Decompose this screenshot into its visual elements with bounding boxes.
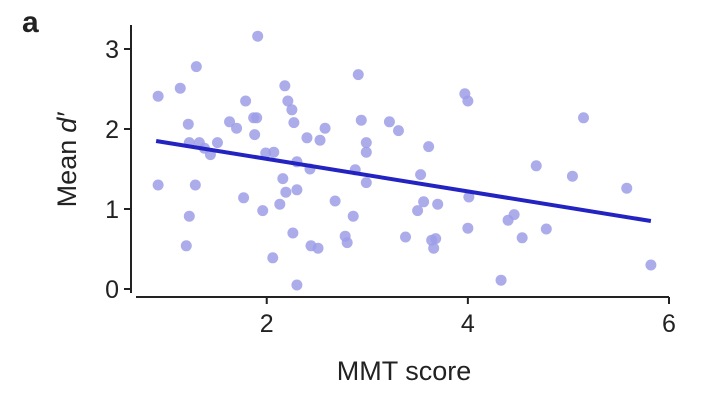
point [282,95,294,107]
point [412,205,424,217]
point [257,205,269,217]
y-tick-label: 0 [105,276,119,304]
point [287,227,299,239]
point [360,146,372,158]
point [463,191,475,203]
point [578,112,590,124]
point [392,125,404,137]
point [268,146,280,158]
y-tick-label: 1 [105,196,119,224]
point [180,240,192,252]
point [211,137,223,149]
point [319,122,331,134]
point [291,184,303,196]
point [360,137,372,149]
point [314,134,326,146]
panel-label: a [22,6,39,39]
point [251,112,263,124]
point [383,116,395,128]
y-axis-label: Mean d′ [52,112,82,208]
point [423,141,435,153]
point [415,169,427,181]
point [418,196,430,208]
point [231,122,243,134]
point [301,132,313,144]
point [238,192,250,204]
point [566,170,578,182]
point [462,222,474,234]
point [352,69,364,81]
point [360,177,372,189]
point [400,231,412,243]
point [183,210,195,222]
point [277,173,289,185]
point [260,147,272,159]
x-tick-label: 4 [461,310,475,338]
point [189,179,201,191]
point [267,252,279,264]
point [432,198,444,210]
y-tick-label: 2 [105,116,119,144]
point [508,209,520,221]
y-label-text: Mean [52,140,82,208]
point [428,242,440,254]
point [530,160,542,172]
y-tick-label: 3 [105,36,119,64]
x-tick-label: 2 [260,310,274,338]
point [291,279,303,291]
point [341,237,353,249]
point [224,116,236,128]
point [279,80,291,92]
point [274,198,286,210]
point [312,242,324,254]
point [430,233,442,245]
point [288,117,300,129]
point [286,104,298,116]
x-tick-label: 6 [662,310,676,338]
point [645,259,657,271]
point [462,95,474,107]
point [355,114,367,126]
x-axis-label: MMT score [337,356,472,386]
point [190,61,202,73]
point [182,118,194,130]
point [329,195,341,207]
point [621,182,633,194]
point [240,95,252,107]
point [280,186,292,198]
point [152,179,164,191]
point [540,223,552,235]
y-label-var: d′ [52,112,82,133]
point [347,210,359,222]
point [174,82,186,94]
point [516,232,528,244]
fit-line [155,139,652,223]
point [249,129,261,141]
point [152,90,164,102]
point [252,30,264,42]
point [495,274,507,286]
